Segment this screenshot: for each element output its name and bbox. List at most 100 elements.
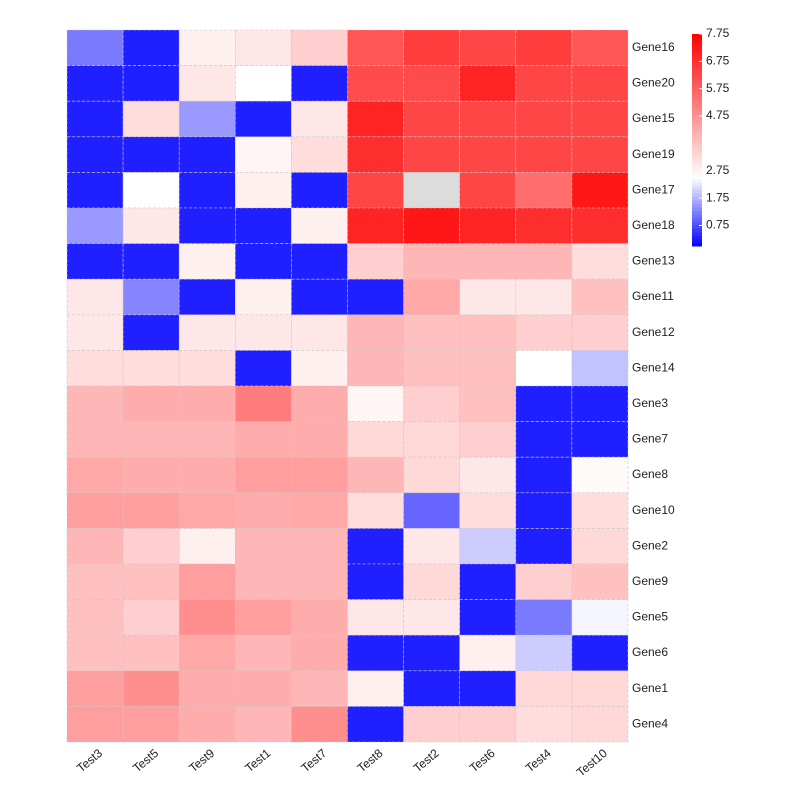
heatmap-cell [122,350,180,387]
colorbar-segment [692,79,702,84]
heatmap-cell [66,172,124,209]
heatmap-cell [235,314,292,351]
heatmap-cell [347,350,404,387]
heatmap-cell [459,314,517,351]
heatmap-cell [459,100,517,138]
heatmap-cell [178,528,236,565]
y-tick-label: Gene1 [632,681,668,695]
colorbar-segment [692,147,702,152]
colorbar-segment [692,196,702,201]
y-tick-label: Gene20 [632,76,675,90]
heatmap-cell [178,670,236,707]
heatmap-cell [235,172,292,209]
heatmap-cell [291,706,348,743]
colorbar-tick-label: 5.75 [706,81,730,95]
colorbar-tick-label: 0.75 [706,218,730,232]
heatmap-cell [571,29,629,66]
heatmap-cell [178,421,236,458]
heatmap-cell [66,100,124,138]
heatmap-cell [178,599,236,636]
heatmap-cell [347,599,404,636]
colorbar-segment [692,182,702,187]
y-tick-label: Gene13 [632,254,675,268]
heatmap-cell [459,456,517,494]
heatmap-cell [571,563,629,600]
heatmap-cell [459,421,517,458]
heatmap-cell [347,314,404,351]
heatmap-cell [122,385,180,422]
heatmap-cell [235,350,292,387]
y-tick-label: Gene17 [632,182,675,196]
heatmap-cell [291,136,348,173]
heatmap-cell [122,207,180,244]
heatmap-cell [347,634,404,672]
heatmap-cell [571,670,629,707]
colorbar-segment [692,125,702,130]
colorbar-segment [692,115,702,120]
colorbar-segment [692,221,702,226]
heatmap-cell [515,385,573,422]
heatmap-cell [347,172,404,209]
colorbar-segment [692,111,702,116]
colorbar-segment [692,140,702,145]
heatmap-cell [291,278,348,316]
colorbar-segment [692,129,702,134]
colorbar-segment [692,203,702,208]
y-tick-label: Gene8 [632,467,668,481]
heatmap-cell [291,100,348,138]
heatmap-cell [459,634,517,672]
heatmap-cell [291,65,348,102]
heatmap-cell [235,634,292,672]
heatmap-cell [515,528,573,565]
heatmap-cell [178,172,236,209]
colorbar-segment [692,231,702,236]
x-tick-label: Test4 [523,746,554,775]
colorbar-segment [692,242,702,247]
heatmap-cell [347,243,404,280]
heatmap-cell [515,563,573,600]
colorbar-tick-label: 4.75 [706,108,730,122]
heatmap-cell [122,100,180,138]
heatmap-cell [515,634,573,672]
heatmap-cell [403,243,461,280]
y-tick-label: Gene6 [632,645,668,659]
heatmap-cell [515,599,573,636]
heatmap-cell [515,29,573,66]
colorbar-segment [692,228,702,233]
heatmap-cell [403,634,461,672]
heatmap-cell [122,706,180,743]
heatmap-cell [347,29,404,66]
heatmap-cell [571,421,629,458]
y-tick-label: Gene18 [632,218,675,232]
heatmap-cell [347,563,404,600]
x-tick-label: Test5 [130,746,161,775]
heatmap-cell [515,243,573,280]
heatmap-cell [178,456,236,494]
heatmap-cell [291,563,348,600]
heatmap-cell [571,314,629,351]
colorbar-segment [692,122,702,127]
heatmap-cell [235,599,292,636]
heatmap-cell [459,385,517,422]
colorbar-segment [692,164,702,169]
heatmap-cell [66,65,124,102]
heatmap-cell [347,421,404,458]
heatmap-cell [291,528,348,565]
colorbar-tick-label: 1.75 [706,190,730,204]
heatmap-cell [571,243,629,280]
heatmap-cell [178,350,236,387]
heatmap-cell [178,207,236,244]
colorbar-segment [692,51,702,56]
x-tick-label: Test10 [574,746,610,780]
heatmap-cell [515,100,573,138]
heatmap-cell [122,599,180,636]
heatmap-cell [178,29,236,66]
heatmap-cell [571,528,629,565]
heatmap-cell [403,314,461,351]
x-tick-label: Test2 [411,746,442,775]
heatmap-cell [178,100,236,138]
heatmap-cell [122,278,180,316]
colorbar-segment [692,34,702,39]
x-tick-label: Test1 [242,746,273,775]
colorbar-segment [692,136,702,141]
